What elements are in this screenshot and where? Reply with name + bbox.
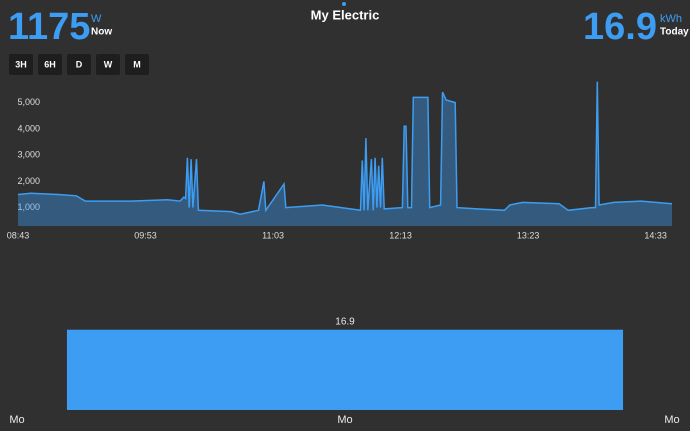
power-value: 1175	[8, 6, 90, 48]
energy-label: Today	[660, 27, 689, 38]
button-bg[interactable]	[9, 54, 33, 75]
range-button[interactable]: M	[125, 54, 149, 75]
page-dot	[342, 2, 346, 6]
title: My Electric	[311, 7, 380, 22]
bar	[66, 329, 624, 410]
range-button[interactable]: 3H	[9, 54, 33, 75]
button-label[interactable]: 3H	[15, 59, 27, 69]
button-bg[interactable]	[67, 54, 91, 75]
x-tick-label: Mo	[337, 414, 352, 426]
x-tick-label: 14:33	[644, 230, 667, 240]
x-tick-label: 11:03	[262, 230, 284, 240]
button-label[interactable]: 6H	[44, 59, 56, 69]
range-button[interactable]: W	[96, 54, 120, 75]
area	[18, 81, 672, 226]
power-label: Now	[91, 27, 112, 38]
power-unit: W	[91, 13, 102, 25]
button-bg[interactable]	[38, 54, 62, 75]
y-tick-label: 2,000	[17, 176, 40, 186]
button-label[interactable]: M	[133, 59, 141, 69]
y-tick-label: 1,000	[17, 202, 40, 212]
x-tick-label: 13:23	[517, 230, 540, 240]
x-edge-label: Mo	[9, 414, 24, 426]
y-tick-label: 4,000	[17, 123, 40, 133]
x-tick-label: 08:43	[7, 230, 30, 240]
button-label[interactable]: D	[76, 59, 83, 69]
button-label[interactable]: W	[104, 59, 113, 69]
x-edge-label: Mo	[664, 414, 679, 426]
y-tick-label: 3,000	[17, 150, 40, 160]
energy-unit: kWh	[660, 13, 682, 25]
button-bg[interactable]	[125, 54, 149, 75]
range-button[interactable]: 6H	[38, 54, 62, 75]
range-button[interactable]: D	[67, 54, 91, 75]
bar-value-label: 16.9	[335, 316, 355, 327]
energy-value: 16.9	[583, 6, 657, 48]
x-tick-label: 09:53	[134, 230, 157, 240]
line	[17, 81, 673, 215]
x-tick-label: 12:13	[389, 230, 412, 240]
button-bg[interactable]	[96, 54, 120, 75]
y-tick-label: 5,000	[17, 97, 40, 107]
